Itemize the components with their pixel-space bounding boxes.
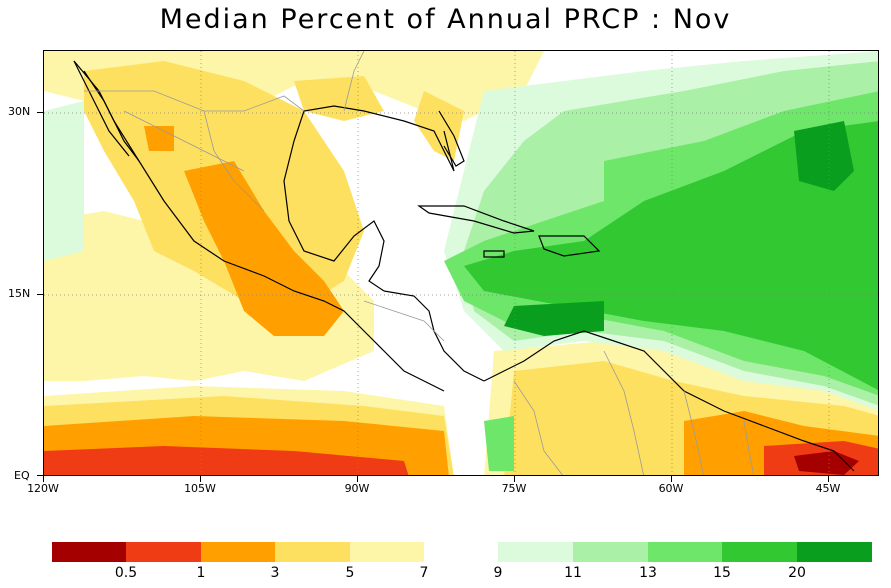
- lon-tick-60w: [671, 476, 672, 482]
- colorbar-label-5: 9: [493, 565, 503, 581]
- lon-label-75w: 75W: [501, 482, 527, 495]
- precipitation-map: [43, 50, 879, 476]
- lon-tick-75w: [514, 476, 515, 482]
- shade-green: [464, 121, 878, 390]
- colorbar-label-4: 7: [419, 565, 429, 581]
- colorbar-bin-4: [350, 542, 424, 562]
- colorbar-label-6: 11: [564, 565, 582, 581]
- lon-label-45w: 45W: [815, 482, 841, 495]
- map-canvas: [44, 51, 878, 475]
- colorbar-label-2: 3: [270, 565, 280, 581]
- lon-tick-45w: [828, 476, 829, 482]
- colorbar-label-8: 15: [713, 565, 731, 581]
- lat-tick-30n: [37, 112, 43, 113]
- lat-label-15n: 15N: [8, 287, 31, 300]
- lat-label-30n: 30N: [8, 105, 31, 118]
- lat-tick-eq: [37, 475, 43, 476]
- colorbar-label-3: 5: [345, 565, 355, 581]
- colorbar-bin-0: [52, 542, 126, 562]
- shade-dark-green: [504, 121, 854, 336]
- colorbar-bin-2: [201, 542, 275, 562]
- lon-label-120w: 120W: [27, 482, 59, 495]
- chart-title: Median Percent of Annual PRCP : Nov: [159, 4, 732, 35]
- shade-dark-red: [794, 451, 859, 475]
- colorbar-label-1: 1: [196, 565, 206, 581]
- lon-label-105w: 105W: [184, 482, 216, 495]
- lon-label-60w: 60W: [658, 482, 684, 495]
- lon-label-90w: 90W: [344, 482, 370, 495]
- lat-tick-15n: [37, 294, 43, 295]
- colorbar-label-0: 0.5: [114, 565, 138, 581]
- colorbar-bin-8: [648, 542, 722, 562]
- colorbar-bin-3: [275, 542, 350, 562]
- colorbar-bin-10: [797, 542, 872, 562]
- country-borders: [84, 51, 755, 475]
- colorbar-bin-5: [424, 542, 498, 562]
- colorbar-label-7: 13: [639, 565, 657, 581]
- lat-label-eq: EQ: [14, 469, 30, 482]
- colorbar-bin-6: [498, 542, 573, 562]
- colorbar-bin-9: [722, 542, 797, 562]
- lon-tick-120w: [43, 476, 44, 482]
- grid-lines: [44, 51, 878, 475]
- lon-tick-90w: [357, 476, 358, 482]
- colorbar-bin-7: [573, 542, 648, 562]
- lon-tick-105w: [200, 476, 201, 482]
- colorbar-bin-1: [126, 542, 201, 562]
- colorbar-label-9: 20: [788, 565, 806, 581]
